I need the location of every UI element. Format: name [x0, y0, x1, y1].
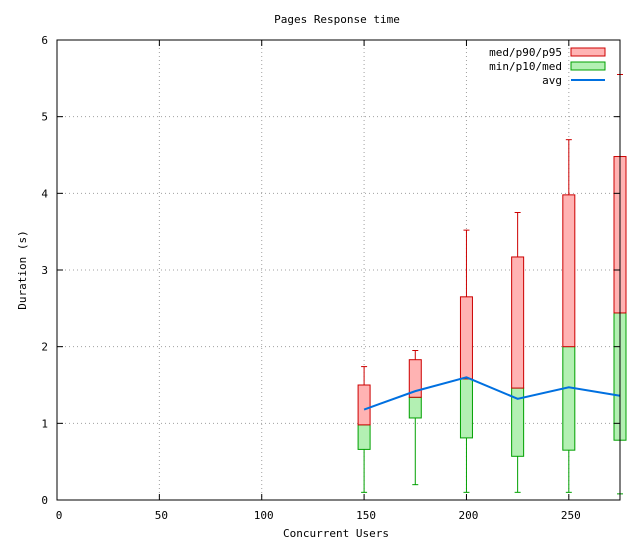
- y-tick-label: 3: [41, 264, 48, 277]
- y-axis-label: Duration (s): [16, 230, 29, 309]
- y-tick-label: 2: [41, 341, 48, 354]
- chart-title: Pages Response time: [274, 13, 400, 26]
- box-group: [562, 139, 576, 493]
- y-tick-label: 5: [41, 111, 48, 124]
- box-lower: [408, 396, 422, 419]
- y-tick-label: 0: [41, 494, 48, 507]
- y-tick-label: 4: [41, 187, 48, 200]
- box-upper: [562, 194, 576, 348]
- box-upper: [357, 384, 371, 426]
- box-group: [357, 366, 371, 493]
- avg-series: [363, 376, 621, 411]
- x-tick-label: 50: [155, 509, 168, 522]
- x-axis-label: Concurrent Users: [283, 527, 389, 540]
- legend-label: med/p90/p95: [489, 46, 562, 59]
- x-tick-label: 200: [459, 509, 479, 522]
- box-group: [459, 229, 473, 493]
- box-upper: [459, 296, 473, 380]
- x-tick-label: 0: [56, 509, 63, 522]
- legend-swatch: [570, 61, 606, 71]
- y-tick-label: 6: [41, 34, 48, 47]
- y-tick-label: 1: [41, 417, 48, 430]
- axis-ticks: 0 1 2 3 4 5 6 0 50 100 150 200 250: [41, 34, 620, 522]
- legend-label: min/p10/med: [489, 60, 562, 73]
- legend-swatch: [570, 47, 606, 57]
- box-upper: [408, 359, 422, 398]
- box-lower: [357, 424, 371, 450]
- avg-line: [363, 376, 621, 411]
- box-group: [511, 212, 525, 493]
- grid: [57, 40, 620, 500]
- box-lower: [562, 346, 576, 451]
- legend-label: avg: [542, 74, 562, 87]
- x-tick-label: 100: [254, 509, 274, 522]
- x-tick-label: 150: [356, 509, 376, 522]
- boxes: [357, 74, 627, 495]
- box-lower: [459, 378, 473, 439]
- box-group: [408, 350, 422, 486]
- box-upper: [511, 256, 525, 389]
- x-tick-label: 250: [561, 509, 581, 522]
